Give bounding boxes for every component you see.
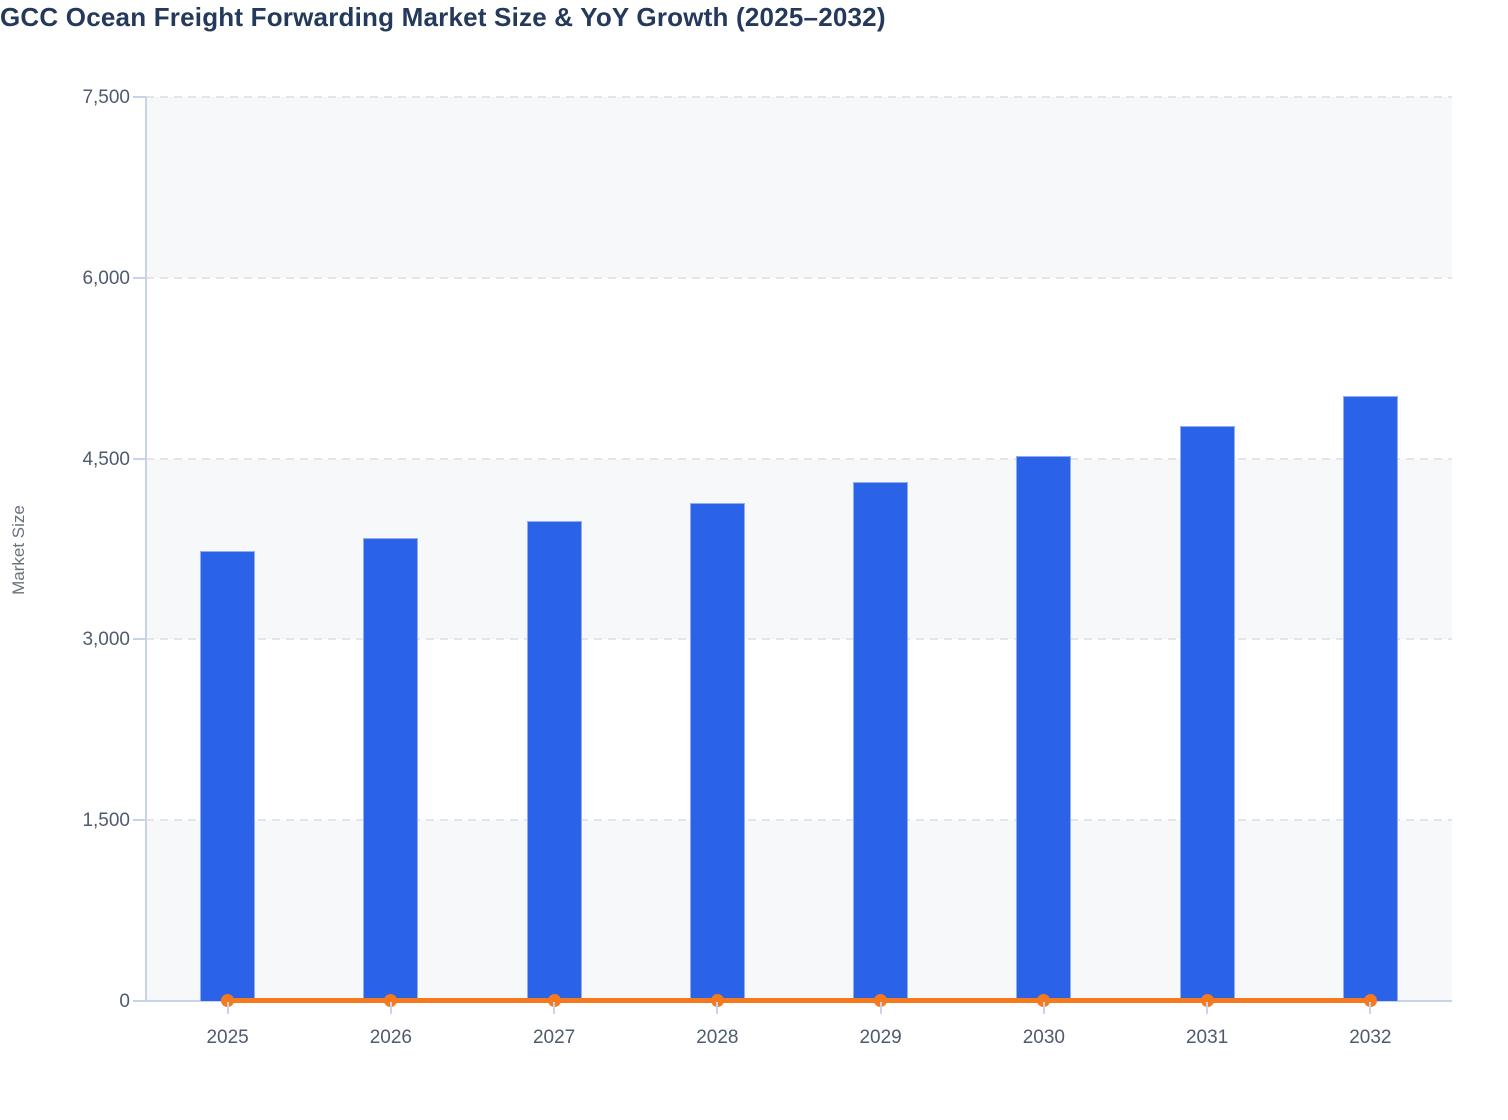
x-tick-mark bbox=[879, 1002, 882, 1014]
y-tick-mark bbox=[133, 276, 146, 279]
y-tick-mark bbox=[133, 457, 146, 460]
y-tick-mark bbox=[133, 1000, 146, 1002]
yoy-point-2030[interactable] bbox=[1037, 993, 1051, 1007]
bar-2026[interactable] bbox=[363, 537, 419, 1001]
bar-2032[interactable] bbox=[1342, 395, 1398, 1001]
band bbox=[146, 97, 1452, 278]
bar-2028[interactable] bbox=[689, 503, 745, 1001]
y-tick-label: 4,500 bbox=[82, 448, 130, 470]
bar-2030[interactable] bbox=[1016, 456, 1072, 1001]
yoy-line bbox=[227, 998, 1371, 1004]
bar-2029[interactable] bbox=[853, 482, 909, 1001]
x-tick-label: 2027 bbox=[532, 1027, 576, 1048]
gridline bbox=[146, 819, 1452, 822]
x-tick-mark bbox=[389, 1002, 392, 1014]
x-tick-label: 2030 bbox=[1022, 1027, 1066, 1048]
y-tick-label: 1,500 bbox=[82, 810, 130, 832]
gridline bbox=[146, 96, 1452, 98]
x-tick-mark bbox=[1206, 1002, 1209, 1014]
y-tick-mark bbox=[133, 638, 146, 641]
gridline bbox=[146, 457, 1452, 460]
yoy-point-2028[interactable] bbox=[710, 994, 724, 1008]
x-tick-mark bbox=[553, 1002, 556, 1014]
yoy-point-2025[interactable] bbox=[221, 994, 235, 1008]
yoy-point-2031[interactable] bbox=[1200, 993, 1214, 1007]
x-tick-mark bbox=[226, 1002, 229, 1014]
plot-area bbox=[133, 96, 1452, 1008]
yoy-point-2026[interactable] bbox=[384, 994, 398, 1008]
x-tick-label: 2026 bbox=[369, 1027, 413, 1048]
x-tick-mark bbox=[1042, 1002, 1045, 1014]
y-axis-line bbox=[145, 97, 147, 1001]
band bbox=[146, 458, 1452, 640]
y-tick-mark bbox=[133, 819, 146, 822]
bar-2025[interactable] bbox=[200, 551, 256, 1001]
y-tick-label: 3,000 bbox=[82, 629, 130, 651]
y-tick-label: 6,000 bbox=[82, 267, 130, 289]
gridline bbox=[146, 638, 1452, 641]
band bbox=[146, 820, 1452, 1001]
chart-title: GCC Ocean Freight Forwarding Market Size… bbox=[0, 2, 886, 32]
bar-2027[interactable] bbox=[526, 521, 582, 1001]
x-tick-mark bbox=[716, 1002, 719, 1014]
bar-2031[interactable] bbox=[1179, 426, 1235, 1001]
yoy-point-2029[interactable] bbox=[874, 993, 888, 1007]
x-tick-label: 2031 bbox=[1185, 1027, 1229, 1048]
y-tick-mark bbox=[133, 96, 146, 98]
yoy-point-2032[interactable] bbox=[1363, 993, 1377, 1007]
y-tick-label: 0 bbox=[119, 991, 130, 1012]
yoy-point-2027[interactable] bbox=[547, 994, 561, 1008]
gridline bbox=[146, 276, 1452, 279]
x-tick-label: 2029 bbox=[859, 1027, 902, 1048]
x-tick-label: 2025 bbox=[206, 1027, 249, 1048]
x-tick-label: 2032 bbox=[1349, 1027, 1392, 1048]
x-tick-mark bbox=[1369, 1002, 1372, 1014]
y-tick-label: 7,500 bbox=[82, 87, 130, 108]
y-axis-title: Market Size bbox=[9, 505, 28, 595]
x-tick-label: 2028 bbox=[696, 1027, 739, 1048]
